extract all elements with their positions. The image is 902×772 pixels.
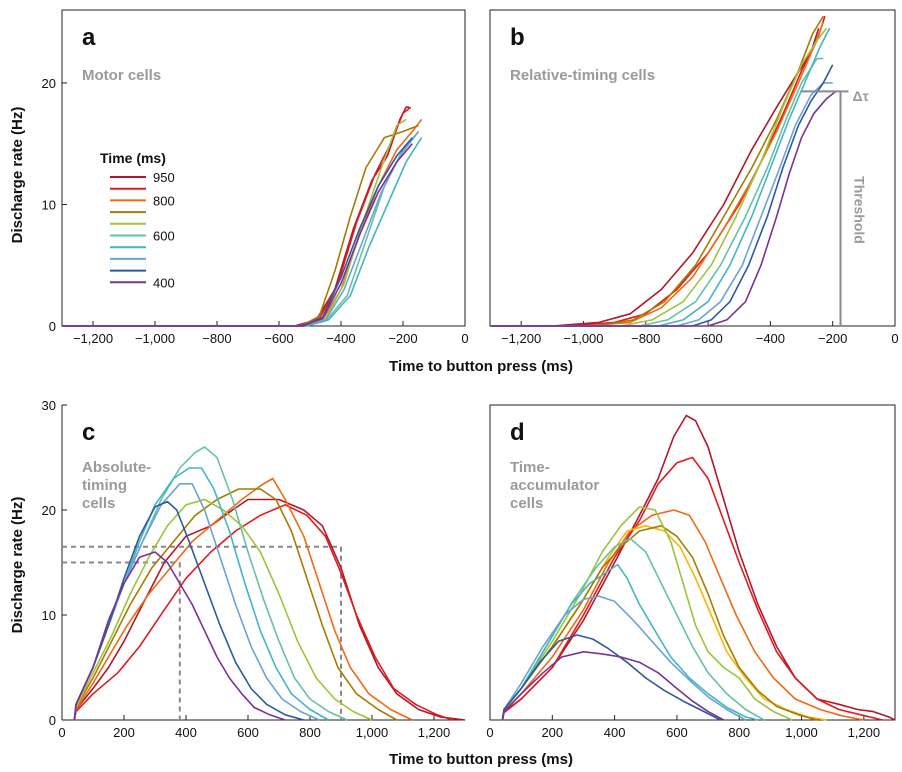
top-y-axis-title: Discharge rate (Hz) — [9, 107, 26, 244]
legend-label: 400 — [153, 275, 175, 290]
series-line — [501, 456, 883, 721]
series-line — [62, 143, 413, 327]
x-tick-label: −1,200 — [501, 331, 541, 346]
top-x-axis-title: Time to button press (ms) — [389, 358, 573, 375]
panel-letter: a — [82, 24, 96, 51]
series-line — [73, 498, 373, 721]
panel-subtitle-line: accumulator — [510, 477, 599, 494]
series-line — [501, 650, 725, 721]
panel-d: 0 200 400 600 800 1,000 1,200 d Time-accumulator… — [486, 404, 896, 740]
series-line — [62, 124, 419, 327]
series-line — [501, 634, 721, 721]
panel-a: −1,200 −1,000 −800 −600 −400 −200 0 0 10 20 a Motor… — [42, 9, 469, 346]
series-line — [501, 509, 864, 721]
panel-letter: d — [510, 419, 525, 446]
series-line — [73, 498, 466, 721]
x-tick-label: −600 — [693, 331, 722, 346]
x-tick-label: 0 — [58, 725, 65, 740]
series-line — [490, 90, 837, 327]
x-tick-label: 400 — [604, 725, 626, 740]
x-tick-label: 600 — [237, 725, 259, 740]
x-tick-label: −1,000 — [135, 331, 175, 346]
series-line — [490, 15, 826, 327]
x-tick-label: 1,200 — [418, 725, 451, 740]
x-tick-label: −200 — [388, 331, 417, 346]
panel-letter: c — [82, 419, 95, 446]
x-tick-label: 400 — [175, 725, 197, 740]
series-line — [490, 27, 828, 327]
panel-subtitle-line: cells — [82, 495, 115, 512]
panel-subtitle: Relative-timing cells — [510, 67, 655, 84]
x-tick-label: 600 — [666, 725, 688, 740]
y-tick-label: 10 — [42, 608, 56, 623]
y-tick-label: 30 — [42, 398, 56, 413]
panel-subtitle: Time-accumulator cells — [510, 459, 599, 512]
delta-tau-label: Δτ — [852, 88, 869, 104]
series-line — [501, 414, 896, 721]
plot-frame — [489, 404, 896, 721]
x-tick-label: 0 — [461, 331, 468, 346]
x-tick-label: 1,000 — [785, 725, 818, 740]
series-line — [73, 477, 413, 721]
x-tick-label: −200 — [818, 331, 847, 346]
series-line — [73, 503, 453, 721]
plot-frame — [61, 9, 466, 327]
panel-subtitle-line: Time- — [510, 459, 550, 476]
bottom-y-axis-title: Discharge rate (Hz) — [9, 497, 26, 634]
x-tick-label: 0 — [486, 725, 493, 740]
panel-subtitle: Absolute-timing cells — [82, 459, 151, 512]
series-line — [501, 563, 759, 721]
series-line — [73, 500, 305, 721]
series-line — [490, 57, 824, 327]
plot-frame — [489, 9, 896, 327]
series-line — [62, 137, 423, 327]
panel-b: −1,200 −1,000 −800 −600 −400 −200 0 b Relative-t… — [489, 9, 899, 346]
x-tick-label: 200 — [541, 725, 563, 740]
x-tick-label: 800 — [728, 725, 750, 740]
y-tick-label: 20 — [42, 76, 56, 91]
series-line — [501, 506, 793, 721]
panel-subtitle-line: cells — [510, 495, 543, 512]
legend-label: 600 — [153, 229, 175, 244]
panel-letter: b — [510, 24, 525, 51]
x-tick-label: −800 — [631, 331, 660, 346]
series-line — [490, 15, 824, 327]
series-line — [62, 106, 410, 327]
panel-subtitle: Motor cells — [82, 67, 161, 84]
bottom-x-axis-title: Time to button press (ms) — [389, 751, 573, 768]
series-line — [490, 27, 831, 327]
x-tick-label: −400 — [756, 331, 785, 346]
panel-subtitle-line: timing — [82, 477, 127, 494]
legend-label: 800 — [153, 193, 175, 208]
series-line — [62, 106, 412, 327]
x-tick-label: −400 — [326, 331, 355, 346]
panel-c: 0 200 400 600 800 1,000 1,200 0 10 20 30 c Absolute-… — [42, 398, 466, 740]
x-tick-label: −800 — [202, 331, 231, 346]
legend-label: 950 — [153, 170, 175, 185]
series-line — [501, 595, 746, 721]
series-line — [501, 537, 765, 721]
panel-subtitle-line: Absolute- — [82, 459, 151, 476]
x-tick-label: 1,000 — [356, 725, 389, 740]
x-tick-label: −600 — [264, 331, 293, 346]
x-tick-label: 1,200 — [848, 725, 881, 740]
x-tick-label: 0 — [891, 331, 898, 346]
x-tick-label: −1,000 — [563, 331, 603, 346]
x-tick-label: 200 — [113, 725, 135, 740]
series-line — [73, 551, 286, 721]
series-line — [501, 524, 818, 721]
y-tick-label: 0 — [49, 713, 56, 728]
series-line — [490, 64, 834, 327]
threshold-label: Threshold — [851, 176, 867, 244]
y-tick-label: 10 — [42, 197, 56, 212]
y-tick-label: 20 — [42, 503, 56, 518]
legend-title: Time (ms) — [100, 150, 166, 166]
x-tick-label: 800 — [299, 725, 321, 740]
x-tick-label: −1,200 — [73, 331, 113, 346]
y-tick-label: 0 — [49, 319, 56, 334]
series-line — [73, 488, 398, 721]
